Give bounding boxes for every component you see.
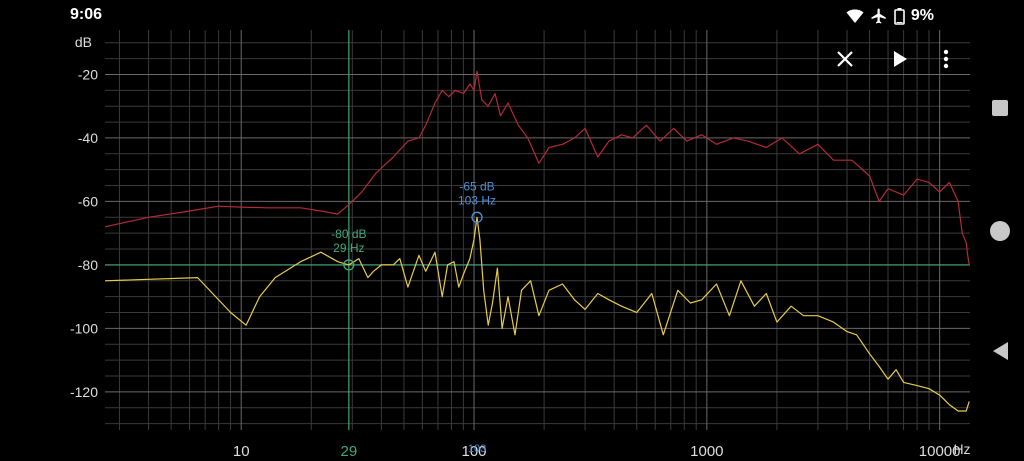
close-button[interactable]: [829, 44, 861, 74]
y-tick-label: -100: [70, 320, 98, 336]
x-tick-label: 100: [462, 443, 487, 460]
status-time: 9:06: [70, 6, 103, 23]
cursor-axis-label: 103: [468, 443, 486, 455]
cursor-db-label: -65 dB: [459, 179, 494, 193]
airplane-mode-icon: [871, 8, 886, 24]
cursor-marker: [471, 211, 483, 223]
x-tick-label: 10000: [919, 443, 961, 460]
recents-square-icon: [992, 100, 1008, 116]
cursor-marker: [343, 259, 355, 271]
home-circle-icon: [990, 221, 1010, 241]
x-tick-label: 10: [233, 443, 250, 460]
series-line-yellow: [104, 216, 970, 412]
x-tick-label: 1000: [690, 443, 723, 460]
close-icon: [837, 51, 853, 67]
y-axis-unit-label: dB: [75, 34, 92, 50]
home-button[interactable]: [988, 219, 1012, 243]
cursors: [105, 30, 970, 430]
series-line-red: [104, 70, 970, 265]
navigation-bar: [976, 0, 1024, 461]
y-tick-label: -120: [70, 384, 98, 400]
series-lines: [104, 70, 970, 412]
status-bar: 9:06 9%: [0, 0, 1024, 32]
wifi-icon: [846, 9, 864, 23]
plot-area[interactable]: [105, 30, 970, 430]
y-tick-label: -20: [78, 66, 98, 82]
cursor-axis-label: 29: [341, 443, 358, 460]
x-tick-labels: 10 100 1000 10000: [233, 443, 961, 460]
grid-minor: [105, 30, 970, 430]
cursor-hz-label: 29 Hz: [333, 241, 364, 255]
back-button[interactable]: [988, 339, 1012, 363]
recents-button[interactable]: [988, 96, 1012, 120]
status-icons: 9%: [846, 6, 934, 26]
cursor-hz-label: 103 Hz: [458, 193, 496, 207]
y-tick-labels: -20 -40 -60 -80 -100 -120: [70, 66, 98, 399]
more-vert-icon: [943, 49, 949, 69]
y-tick-label: -80: [78, 257, 98, 273]
battery-percent: 9%: [910, 7, 934, 24]
y-tick-label: -40: [78, 130, 98, 146]
overflow-menu-button[interactable]: [930, 44, 962, 74]
battery-icon: [894, 7, 905, 25]
x-axis-unit-label: Hz: [953, 441, 970, 457]
play-icon: [894, 51, 907, 67]
back-triangle-icon: [993, 342, 1008, 360]
y-tick-label: -60: [78, 193, 98, 209]
play-button[interactable]: [884, 44, 916, 74]
cursor-db-label: -80 dB: [331, 227, 366, 241]
